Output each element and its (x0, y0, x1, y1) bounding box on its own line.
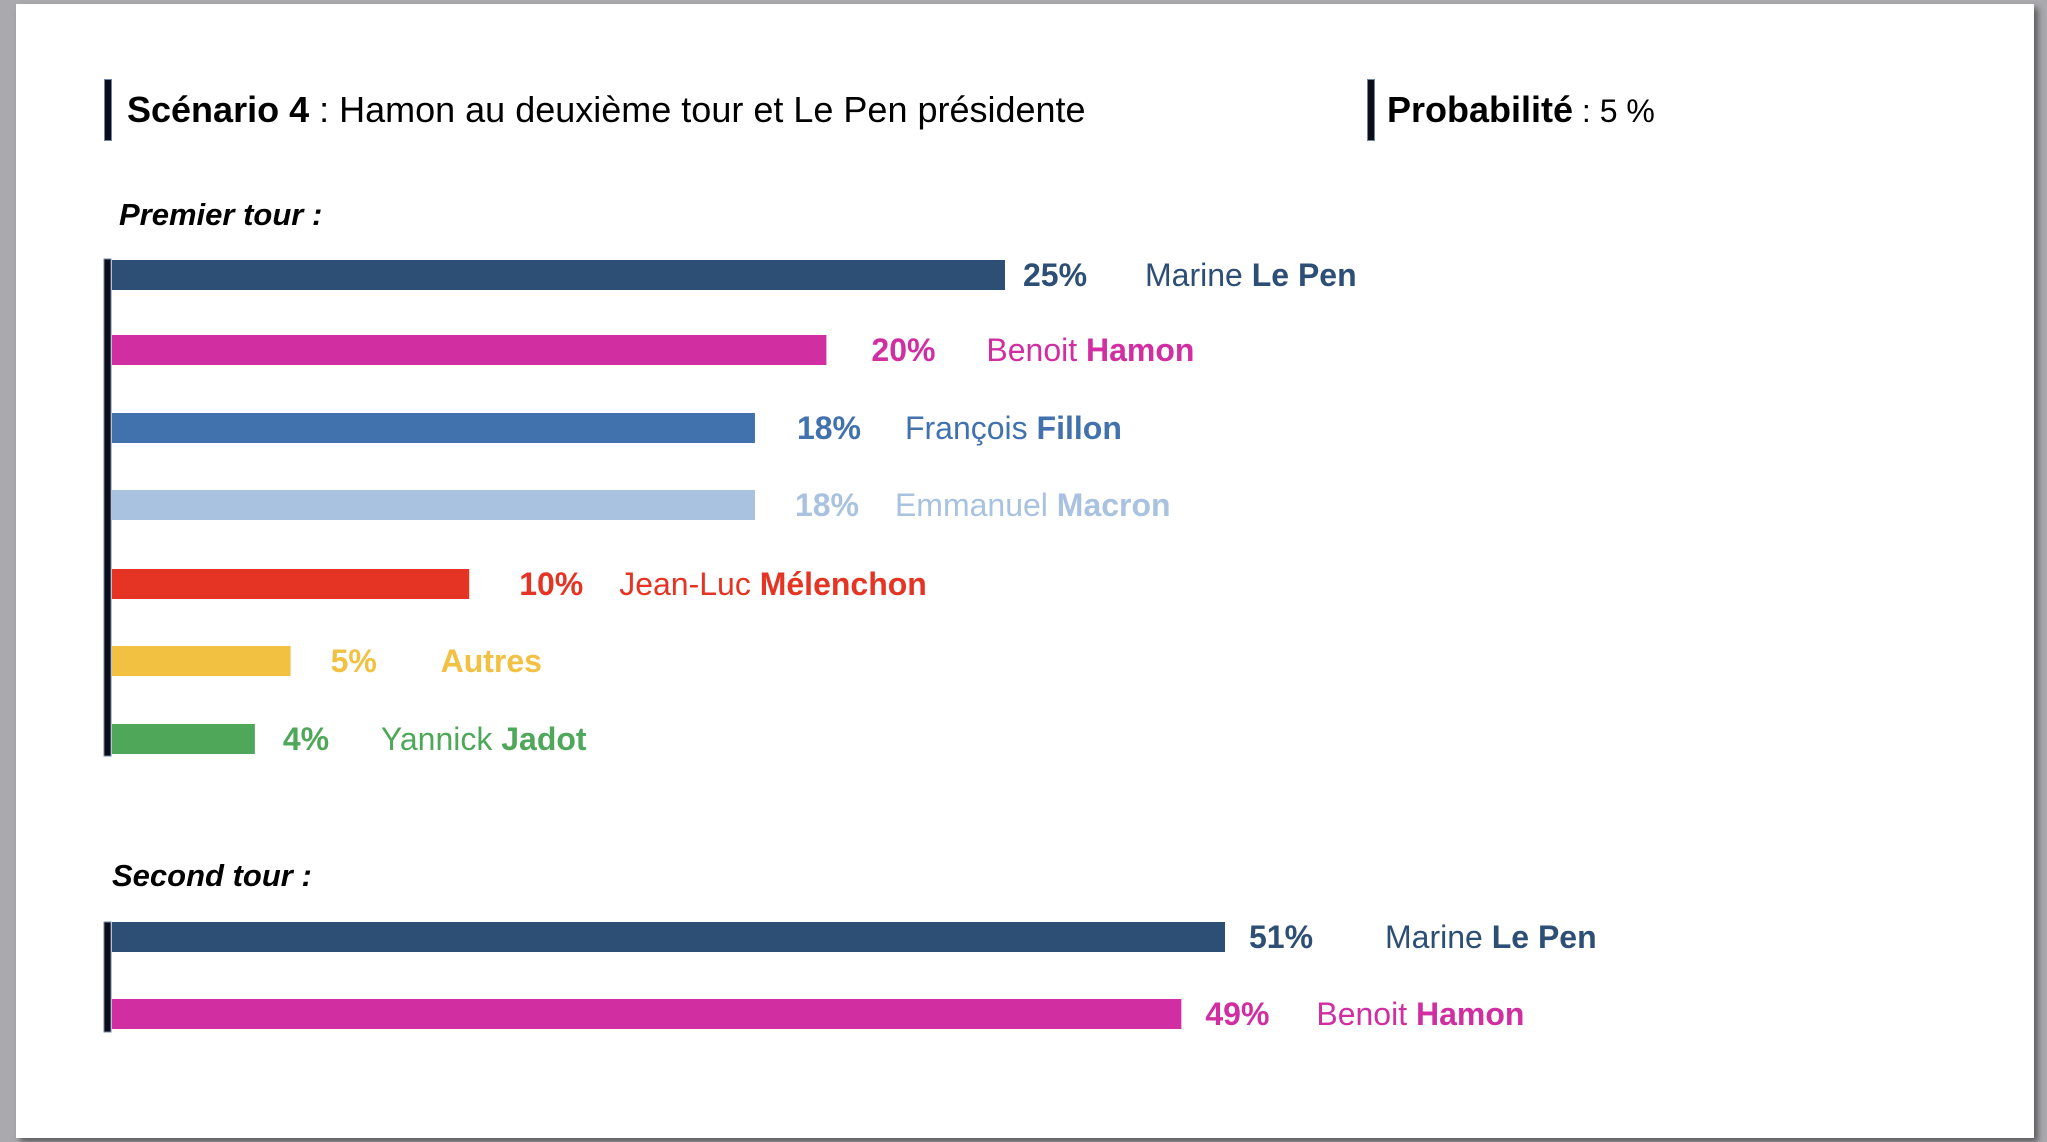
probability-accent-bar (1367, 79, 1375, 141)
candidate-last-name: Jadot (501, 721, 587, 757)
second-round-title: Second tour : (112, 858, 312, 893)
candidate-label: Emmanuel Macron (895, 487, 1171, 523)
candidate-first-name: Yannick (381, 721, 501, 757)
candidate-label: Marine Le Pen (1145, 257, 1357, 293)
candidate-label: Autres (441, 643, 542, 679)
scenario-heading: Scénario 4 : Hamon au deuxième tour et L… (127, 92, 1086, 128)
candidate-label: Benoit Hamon (1316, 996, 1524, 1032)
data-label: 51% (1249, 919, 1313, 955)
candidate-label: François Fillon (905, 410, 1122, 446)
title-accent-bar (104, 79, 112, 141)
y-axis-line (103, 258, 112, 757)
data-label: 20% (871, 332, 935, 368)
candidate-label: Yannick Jadot (381, 721, 587, 757)
probability-heading: Probabilité : 5 % (1387, 92, 1655, 128)
bar-first-round-1 (112, 335, 827, 365)
bar-first-round-3 (112, 490, 755, 520)
candidate-label: Jean-Luc Mélenchon (619, 566, 927, 602)
bar-second-round-1 (112, 999, 1182, 1029)
candidate-first-name: François (905, 410, 1037, 446)
scenario-text: Hamon au deuxième tour et Le Pen préside… (339, 89, 1086, 130)
candidate-last-name: Autres (441, 643, 542, 679)
data-label: 25% (1023, 257, 1087, 293)
candidate-last-name: Hamon (1086, 332, 1194, 368)
bar-first-round-4 (112, 569, 470, 599)
candidate-label: Marine Le Pen (1385, 919, 1597, 955)
candidate-last-name: Fillon (1037, 410, 1122, 446)
bar-first-round-6 (112, 724, 255, 754)
candidate-first-name: Benoit (986, 332, 1086, 368)
first-round-title: Premier tour : (119, 197, 323, 232)
bar-first-round-2 (112, 413, 755, 443)
candidate-label: Benoit Hamon (986, 332, 1194, 368)
data-label: 18% (795, 487, 859, 523)
candidate-last-name: Macron (1057, 487, 1171, 523)
candidate-last-name: Le Pen (1252, 257, 1357, 293)
bar-first-round-0 (112, 260, 1005, 290)
candidate-last-name: Le Pen (1492, 919, 1597, 955)
candidate-first-name: Emmanuel (895, 487, 1057, 523)
data-label: 5% (331, 643, 377, 679)
data-label: 18% (797, 410, 861, 446)
data-label: 49% (1205, 996, 1269, 1032)
data-label: 4% (283, 721, 329, 757)
candidate-first-name: Jean-Luc (619, 566, 760, 602)
bar-second-round-0 (112, 922, 1225, 952)
candidate-first-name: Marine (1385, 919, 1492, 955)
bar-first-round-5 (112, 646, 291, 676)
y-axis-line (103, 921, 112, 1033)
probability-sep: : (1573, 93, 1600, 129)
candidate-last-name: Hamon (1416, 996, 1524, 1032)
scenario-sep: : (309, 89, 340, 130)
candidate-first-name: Marine (1145, 257, 1252, 293)
data-label: 10% (519, 566, 583, 602)
probability-value: 5 % (1599, 93, 1655, 129)
scenario-label: Scénario 4 (127, 89, 310, 130)
candidate-last-name: Mélenchon (760, 566, 927, 602)
candidate-first-name: Benoit (1316, 996, 1416, 1032)
probability-label: Probabilité (1387, 89, 1574, 130)
